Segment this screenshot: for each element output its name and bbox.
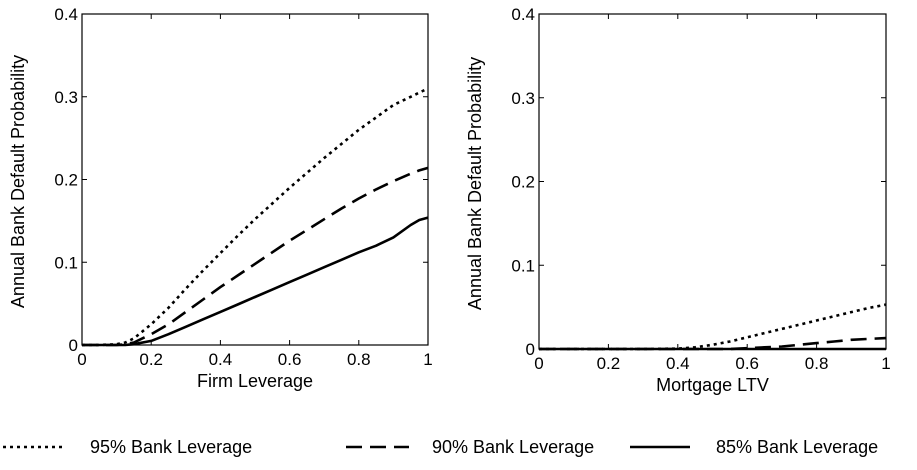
x-tick-label: 1 xyxy=(881,354,890,373)
legend: 95% Bank Leverage 90% Bank Leverage 85% Ba… xyxy=(3,437,878,457)
x-tick-label: 0.4 xyxy=(209,350,233,369)
x-tick-label: 0 xyxy=(77,350,86,369)
y-axis-label: Annual Bank Default Probability xyxy=(465,57,485,310)
series-line-dotted xyxy=(82,87,429,347)
plot-frame xyxy=(538,13,887,350)
chart-panel-2: 0 0.2 0.4 0.6 0.8 1 0 0.1 0.2 0.3 0.4 Mortgage LTV A… xyxy=(465,5,891,395)
x-tick-label: 0 xyxy=(534,354,543,373)
series-line-dashed xyxy=(82,166,429,347)
x-tick-label: 0.8 xyxy=(347,350,371,369)
legend-label: 95% Bank Leverage xyxy=(90,437,252,457)
series-line-solid xyxy=(82,216,429,347)
y-tick-label: 0.4 xyxy=(511,5,535,24)
x-tick-label: 0.2 xyxy=(597,354,621,373)
x-tick-label: 0.8 xyxy=(805,354,829,373)
y-tick-label: 0.2 xyxy=(511,173,535,192)
plot-frame xyxy=(81,13,429,346)
y-tick-label: 0.2 xyxy=(54,171,78,190)
x-tick-label: 0.2 xyxy=(139,350,163,369)
y-tick-label: 0.1 xyxy=(54,253,78,272)
y-axis-label: Annual Bank Default Probability xyxy=(8,55,28,308)
y-tick-label: 0 xyxy=(69,336,78,355)
y-tick-label: 0.3 xyxy=(511,89,535,108)
x-tick-label: 0.6 xyxy=(278,350,302,369)
chart-panel-1: 0 0.2 0.4 0.6 0.8 1 0 0.1 0.2 0.3 0.4 Firm Leverage… xyxy=(8,5,433,391)
y-tick-label: 0.1 xyxy=(511,256,535,275)
legend-label: 85% Bank Leverage xyxy=(716,437,878,457)
y-tick-label: 0 xyxy=(526,340,535,359)
y-tick-label: 0.4 xyxy=(54,5,78,24)
legend-label: 90% Bank Leverage xyxy=(432,437,594,457)
x-axis-label: Firm Leverage xyxy=(197,371,313,391)
x-tick-label: 0.6 xyxy=(735,354,759,373)
y-tick-label: 0.3 xyxy=(54,88,78,107)
x-tick-label: 0.4 xyxy=(666,354,690,373)
x-tick-label: 1 xyxy=(423,350,432,369)
series-line-dashed xyxy=(539,336,887,351)
x-axis-label: Mortgage LTV xyxy=(656,375,769,395)
